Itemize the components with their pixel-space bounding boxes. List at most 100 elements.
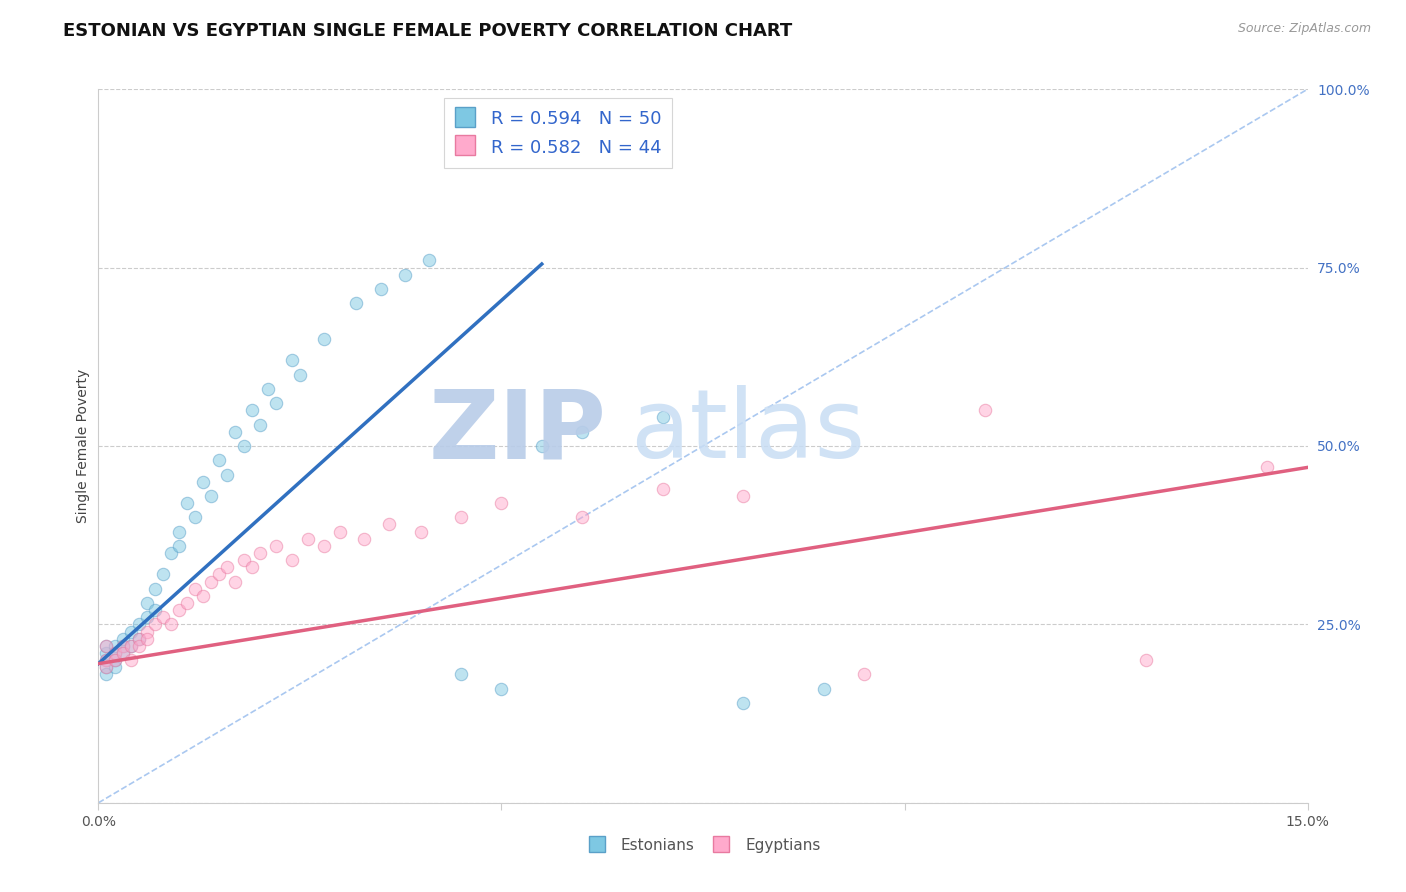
Point — [409, 524, 432, 539]
Point — [135, 610, 157, 624]
Point — [240, 560, 263, 574]
Point — [120, 639, 142, 653]
Point — [143, 603, 166, 617]
Y-axis label: Single Female Poverty: Single Female Poverty — [76, 369, 90, 523]
Point — [232, 439, 254, 453]
Point — [974, 403, 997, 417]
Point — [733, 696, 755, 710]
Point — [128, 632, 150, 646]
Point — [224, 574, 246, 589]
Point — [314, 332, 336, 346]
Point — [344, 296, 367, 310]
Point — [96, 653, 118, 667]
Point — [450, 667, 472, 681]
Point — [208, 567, 231, 582]
Point — [152, 567, 174, 582]
Point — [135, 596, 157, 610]
Point — [1135, 653, 1157, 667]
Point — [96, 639, 118, 653]
Point — [377, 517, 399, 532]
Point — [329, 524, 352, 539]
Point — [103, 653, 125, 667]
Point — [103, 646, 125, 660]
Point — [370, 282, 392, 296]
Point — [217, 560, 239, 574]
Point — [135, 624, 157, 639]
Point — [96, 639, 118, 653]
Point — [167, 603, 190, 617]
Point — [143, 582, 166, 596]
Point — [530, 439, 553, 453]
Point — [450, 510, 472, 524]
Point — [120, 639, 142, 653]
Point — [176, 596, 198, 610]
Text: Source: ZipAtlas.com: Source: ZipAtlas.com — [1237, 22, 1371, 36]
Point — [184, 582, 207, 596]
Point — [135, 632, 157, 646]
Point — [264, 396, 287, 410]
Point — [733, 489, 755, 503]
Point — [491, 496, 513, 510]
Point — [96, 660, 118, 674]
Point — [224, 425, 246, 439]
Point — [281, 353, 304, 368]
Point — [160, 617, 183, 632]
Point — [249, 417, 271, 432]
Point — [96, 653, 118, 667]
Point — [813, 681, 835, 696]
Text: ESTONIAN VS EGYPTIAN SINGLE FEMALE POVERTY CORRELATION CHART: ESTONIAN VS EGYPTIAN SINGLE FEMALE POVER… — [63, 22, 793, 40]
Point — [193, 475, 215, 489]
Point — [167, 524, 190, 539]
Point — [96, 667, 118, 681]
Point — [103, 653, 125, 667]
Point — [128, 617, 150, 632]
Point — [120, 653, 142, 667]
Point — [353, 532, 375, 546]
Point — [651, 410, 673, 425]
Point — [96, 646, 118, 660]
Point — [111, 639, 134, 653]
Point — [103, 646, 125, 660]
Point — [288, 368, 311, 382]
Point — [232, 553, 254, 567]
Legend: Estonians, Egyptians: Estonians, Egyptians — [579, 831, 827, 859]
Point — [240, 403, 263, 417]
Point — [314, 539, 336, 553]
Point — [111, 632, 134, 646]
Point — [103, 660, 125, 674]
Point — [111, 646, 134, 660]
Point — [167, 539, 190, 553]
Point — [281, 553, 304, 567]
Point — [853, 667, 876, 681]
Point — [264, 539, 287, 553]
Point — [96, 660, 118, 674]
Point — [249, 546, 271, 560]
Point — [200, 489, 222, 503]
Point — [491, 681, 513, 696]
Point — [208, 453, 231, 467]
Point — [111, 639, 134, 653]
Point — [193, 589, 215, 603]
Point — [128, 639, 150, 653]
Point — [256, 382, 278, 396]
Point — [184, 510, 207, 524]
Point — [111, 646, 134, 660]
Point — [297, 532, 319, 546]
Point — [120, 624, 142, 639]
Point — [418, 253, 440, 268]
Text: atlas: atlas — [630, 385, 866, 478]
Point — [1256, 460, 1278, 475]
Point — [152, 610, 174, 624]
Point — [143, 617, 166, 632]
Point — [394, 268, 416, 282]
Text: ZIP: ZIP — [429, 385, 606, 478]
Point — [160, 546, 183, 560]
Point — [217, 467, 239, 482]
Point — [571, 510, 593, 524]
Point — [200, 574, 222, 589]
Point — [128, 632, 150, 646]
Point — [176, 496, 198, 510]
Point — [651, 482, 673, 496]
Point — [103, 639, 125, 653]
Point — [571, 425, 593, 439]
